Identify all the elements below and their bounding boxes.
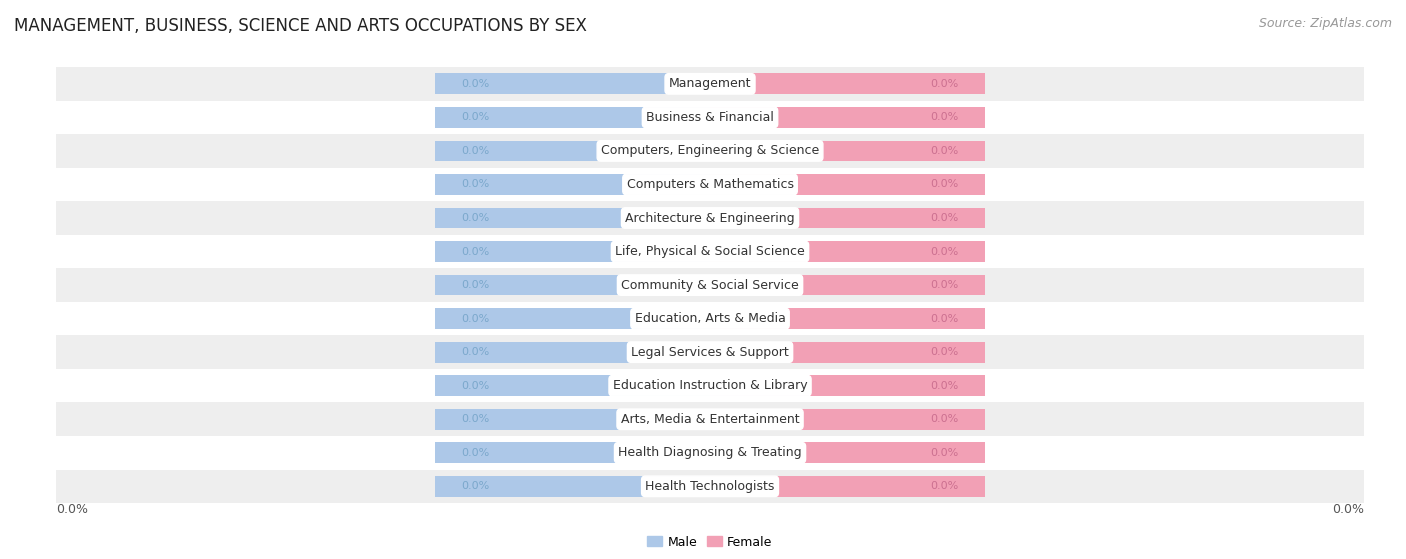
Bar (436, 73, 710, 94)
Bar (710, 308, 984, 329)
Text: Computers & Mathematics: Computers & Mathematics (627, 178, 793, 191)
Text: 0.0%: 0.0% (931, 414, 959, 424)
Bar (436, 409, 710, 430)
Text: 0.0%: 0.0% (461, 381, 489, 391)
Bar (436, 476, 710, 497)
Bar (56, 268, 1364, 302)
Bar (436, 274, 710, 296)
Text: 0.0%: 0.0% (461, 481, 489, 491)
Text: 0.0%: 0.0% (931, 280, 959, 290)
Bar (56, 335, 1364, 369)
Text: 0.0%: 0.0% (931, 347, 959, 357)
Text: 0.0%: 0.0% (931, 247, 959, 257)
Bar (710, 274, 984, 296)
Bar (710, 140, 984, 162)
Text: Community & Social Service: Community & Social Service (621, 278, 799, 292)
Text: Management: Management (669, 77, 751, 91)
Text: 0.0%: 0.0% (461, 448, 489, 458)
Text: 0.0%: 0.0% (461, 179, 489, 190)
Bar (710, 409, 984, 430)
Text: 0.0%: 0.0% (931, 79, 959, 89)
Text: 0.0%: 0.0% (931, 146, 959, 156)
Bar (56, 134, 1364, 168)
Bar (436, 174, 710, 195)
Bar (56, 470, 1364, 503)
Text: 0.0%: 0.0% (931, 179, 959, 190)
Bar (710, 375, 984, 396)
Legend: Male, Female: Male, Female (643, 530, 778, 553)
Bar (710, 342, 984, 363)
Text: Computers, Engineering & Science: Computers, Engineering & Science (600, 144, 820, 158)
Text: 0.0%: 0.0% (461, 347, 489, 357)
Bar (710, 107, 984, 128)
Text: 0.0%: 0.0% (461, 146, 489, 156)
Text: Health Diagnosing & Treating: Health Diagnosing & Treating (619, 446, 801, 459)
Bar (710, 73, 984, 94)
Text: 0.0%: 0.0% (1331, 503, 1364, 516)
Text: 0.0%: 0.0% (931, 448, 959, 458)
Bar (710, 442, 984, 463)
Bar (436, 342, 710, 363)
Bar (56, 201, 1364, 235)
Bar (56, 402, 1364, 436)
Text: 0.0%: 0.0% (461, 280, 489, 290)
Text: Source: ZipAtlas.com: Source: ZipAtlas.com (1258, 17, 1392, 30)
Text: Education, Arts & Media: Education, Arts & Media (634, 312, 786, 325)
Text: Arts, Media & Entertainment: Arts, Media & Entertainment (620, 413, 800, 426)
Text: Health Technologists: Health Technologists (645, 480, 775, 493)
Bar (436, 140, 710, 162)
Text: Architecture & Engineering: Architecture & Engineering (626, 211, 794, 225)
Text: 0.0%: 0.0% (56, 503, 89, 516)
Bar (436, 207, 710, 229)
Text: 0.0%: 0.0% (461, 314, 489, 324)
Bar (710, 207, 984, 229)
Bar (436, 375, 710, 396)
Bar (710, 476, 984, 497)
Bar (436, 241, 710, 262)
Text: Education Instruction & Library: Education Instruction & Library (613, 379, 807, 392)
Text: 0.0%: 0.0% (931, 213, 959, 223)
Text: Legal Services & Support: Legal Services & Support (631, 345, 789, 359)
Bar (436, 442, 710, 463)
Text: 0.0%: 0.0% (461, 213, 489, 223)
Text: 0.0%: 0.0% (931, 314, 959, 324)
Text: Life, Physical & Social Science: Life, Physical & Social Science (616, 245, 804, 258)
Bar (436, 107, 710, 128)
Bar (436, 308, 710, 329)
Text: 0.0%: 0.0% (461, 112, 489, 122)
Text: 0.0%: 0.0% (931, 112, 959, 122)
Bar (710, 174, 984, 195)
Text: Business & Financial: Business & Financial (647, 111, 773, 124)
Bar (710, 241, 984, 262)
Text: 0.0%: 0.0% (461, 247, 489, 257)
Text: 0.0%: 0.0% (461, 79, 489, 89)
Text: 0.0%: 0.0% (931, 381, 959, 391)
Text: MANAGEMENT, BUSINESS, SCIENCE AND ARTS OCCUPATIONS BY SEX: MANAGEMENT, BUSINESS, SCIENCE AND ARTS O… (14, 17, 586, 35)
Text: 0.0%: 0.0% (461, 414, 489, 424)
Bar (56, 67, 1364, 101)
Text: 0.0%: 0.0% (931, 481, 959, 491)
